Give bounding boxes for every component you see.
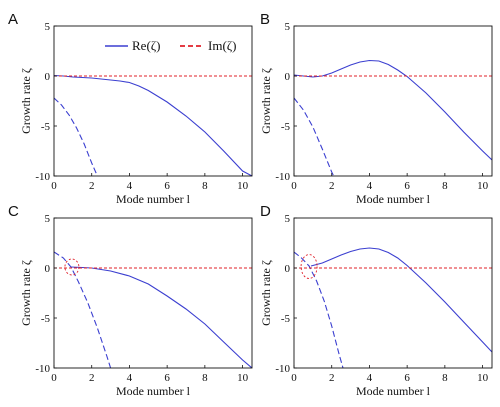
y-axis-label: Growth rate ζ xyxy=(19,260,33,326)
y-axis-label: Growth rate ζ xyxy=(259,68,273,134)
series-group xyxy=(294,247,492,368)
y-tick-label: 0 xyxy=(45,263,51,275)
x-tick-label: 4 xyxy=(127,372,133,384)
x-tick-label: 10 xyxy=(477,180,489,192)
x-axis-label: Mode number l xyxy=(116,384,191,398)
x-tick-label: 8 xyxy=(442,180,448,192)
y-tick-label: -10 xyxy=(35,363,50,375)
y-tick-label: 5 xyxy=(45,213,51,225)
re-solid-series-line xyxy=(54,74,252,176)
x-tick-label: 8 xyxy=(202,372,208,384)
re-dashed-series-line xyxy=(54,97,98,176)
panel-c: C 0 2 4 6 8 10 -10 -5 0 5 Mode number l Growth rate … xyxy=(8,203,253,398)
x-tick-label: 6 xyxy=(164,372,170,384)
y-tick-label: -10 xyxy=(275,171,290,183)
y-tick-label: 0 xyxy=(45,71,51,83)
y-tick-label: 0 xyxy=(285,263,291,275)
crossing-highlight-ellipse xyxy=(300,254,318,279)
re-dashed-series-line xyxy=(294,97,335,176)
x-tick-label: 6 xyxy=(164,180,170,192)
plot-frame xyxy=(53,25,253,177)
x-tick-label: 2 xyxy=(89,372,95,384)
legend: Re(ζ) Im(ζ) xyxy=(105,38,236,53)
x-tick-label: 0 xyxy=(291,180,297,192)
x-tick-label: 4 xyxy=(367,372,373,384)
x-tick-label: 4 xyxy=(367,180,373,192)
re-dashed-series-line xyxy=(54,251,112,368)
y-tick-label: 5 xyxy=(285,213,291,225)
x-tick-label: 6 xyxy=(404,180,410,192)
x-axis-label: Mode number l xyxy=(356,384,431,398)
y-axis-label: Growth rate ζ xyxy=(259,260,273,326)
panel-letter: C xyxy=(8,203,19,220)
x-tick-label: 8 xyxy=(202,180,208,192)
x-tick-label: 10 xyxy=(477,372,489,384)
series-group xyxy=(54,251,252,368)
x-axis-label: Mode number l xyxy=(356,192,431,206)
y-tick-label: -5 xyxy=(281,313,291,325)
panel-letter: B xyxy=(260,11,270,28)
re-solid-series-line xyxy=(294,59,492,161)
legend-re-label: Re(ζ) xyxy=(132,38,160,53)
re-dashed-series-line xyxy=(294,251,344,368)
x-tick-label: 2 xyxy=(89,180,95,192)
re-solid-series-line xyxy=(310,247,492,353)
panel-d: D 0 2 4 6 8 10 -10 -5 0 5 Mode number l Growth rate … xyxy=(259,203,493,398)
y-tick-label: -5 xyxy=(281,121,291,133)
y-tick-label: 0 xyxy=(285,71,291,83)
y-axis-label: Growth rate ζ xyxy=(19,68,33,134)
panel-letter: A xyxy=(8,11,18,28)
series-group xyxy=(294,59,492,176)
panel-a: A 0 2 4 6 8 10 -10 -5 0 5 Mode number l Growth rate … xyxy=(8,11,253,206)
x-tick-label: 8 xyxy=(442,372,448,384)
re-solid-series-line xyxy=(70,266,252,368)
legend-im-label: Im(ζ) xyxy=(208,38,236,53)
plot-frame xyxy=(53,217,253,369)
x-tick-label: 2 xyxy=(329,372,335,384)
x-tick-label: 4 xyxy=(127,180,133,192)
crossing-highlight-ellipse xyxy=(64,258,80,276)
panel-letter: D xyxy=(260,203,271,220)
x-tick-label: 6 xyxy=(404,372,410,384)
y-tick-label: -5 xyxy=(41,313,51,325)
series-group xyxy=(54,74,252,176)
x-axis-label: Mode number l xyxy=(116,192,191,206)
y-tick-label: -5 xyxy=(41,121,51,133)
y-tick-label: 5 xyxy=(285,21,291,33)
x-tick-label: 2 xyxy=(329,180,335,192)
panel-b: B 0 2 4 6 8 10 -10 -5 0 5 Mode number l Growth rate … xyxy=(259,11,493,206)
x-tick-label: 0 xyxy=(291,372,297,384)
plot-frame xyxy=(293,25,493,177)
y-tick-label: -10 xyxy=(35,171,50,183)
x-tick-label: 0 xyxy=(51,180,57,192)
x-tick-label: 0 xyxy=(51,372,57,384)
x-tick-label: 10 xyxy=(237,372,249,384)
plot-frame xyxy=(293,217,493,369)
y-tick-label: -10 xyxy=(275,363,290,375)
y-tick-label: 5 xyxy=(45,21,51,33)
x-tick-label: 10 xyxy=(237,180,249,192)
